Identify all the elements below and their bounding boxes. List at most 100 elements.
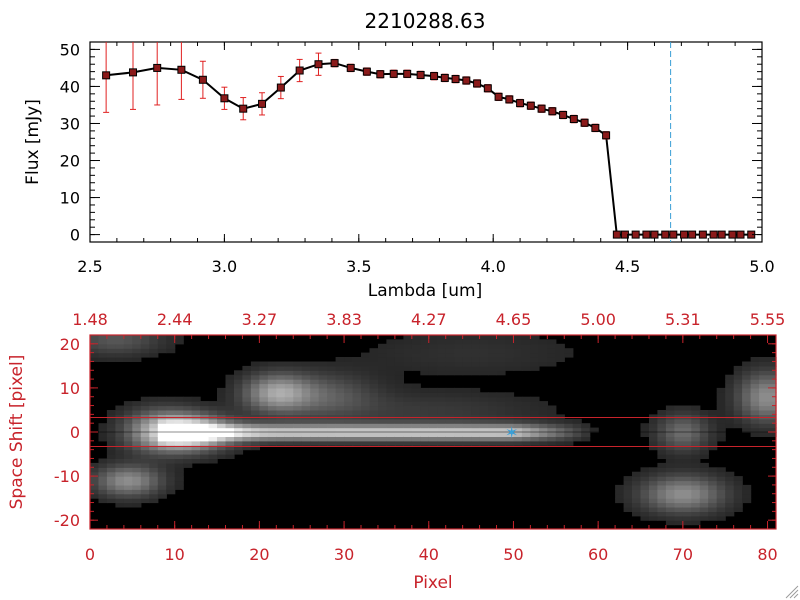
image-pixel <box>674 440 684 446</box>
image-pixel <box>394 432 404 437</box>
image-pixel <box>632 507 642 512</box>
image-pixel <box>352 383 362 389</box>
flux-point <box>680 230 689 239</box>
image-pixel <box>174 445 184 451</box>
image-pixel <box>437 343 447 349</box>
image-pixel <box>733 396 743 402</box>
image-pixel <box>149 396 159 402</box>
image-pixel <box>191 401 201 407</box>
image-pixel <box>217 418 227 424</box>
image-pixel <box>106 445 116 451</box>
image-pixel <box>98 436 108 442</box>
image-pixel <box>106 410 116 415</box>
top-tick-label: 4.27 <box>411 310 447 329</box>
image-pixel <box>496 343 506 349</box>
image-pixel <box>276 383 286 389</box>
image-pixel <box>140 401 150 407</box>
image-pixel <box>132 489 142 495</box>
image-pixel <box>767 370 777 376</box>
image-pixel <box>352 423 362 429</box>
image-pixel <box>225 396 235 402</box>
image-pixel <box>284 361 294 367</box>
image-pixel <box>301 383 311 389</box>
image-pixel <box>259 414 269 420</box>
image-pixel <box>242 427 252 433</box>
image-pixel <box>420 335 430 340</box>
image-pixel <box>166 445 176 451</box>
image-pixel <box>284 432 294 437</box>
image-pixel <box>98 343 108 349</box>
image-pixel <box>437 387 447 393</box>
image-pixel <box>106 462 116 468</box>
image-pixel <box>632 476 642 482</box>
image-pixel <box>157 423 167 429</box>
image-pixel <box>496 405 506 411</box>
image-pixel <box>725 374 735 380</box>
image-pixel <box>225 405 235 411</box>
image-pixel <box>140 436 150 442</box>
image-pixel <box>386 410 396 415</box>
image-pixel <box>361 383 371 389</box>
image-pixel <box>115 502 125 508</box>
image-pixel <box>538 423 548 429</box>
image-pixel <box>649 515 659 521</box>
image-pixel <box>767 423 777 429</box>
x-tick-label: 10 <box>165 545 185 564</box>
image-pixel <box>149 352 159 358</box>
image-pixel <box>530 401 540 407</box>
image-pixel <box>479 432 489 437</box>
image-pixel <box>149 335 159 340</box>
image-pixel <box>157 343 167 349</box>
image-pixel <box>98 489 108 495</box>
image-pixel <box>538 436 548 442</box>
image-pixel <box>538 410 548 415</box>
image-pixel <box>657 480 667 486</box>
image-pixel <box>445 352 455 358</box>
image-pixel <box>454 370 464 376</box>
image-pixel <box>665 507 675 512</box>
image-pixel <box>123 335 133 340</box>
image-pixel <box>454 440 464 446</box>
image-pixel <box>183 432 193 437</box>
image-pixel <box>674 432 684 437</box>
image-pixel <box>649 436 659 442</box>
image-pixel <box>259 440 269 446</box>
image-pixel <box>344 357 354 362</box>
image-pixel <box>445 348 455 354</box>
source-marker: ✶ <box>505 423 518 442</box>
image-pixel <box>217 405 227 411</box>
image-pixel <box>462 352 472 358</box>
image-pixel <box>665 440 675 446</box>
image-pixel <box>301 427 311 433</box>
resize-grip[interactable] <box>785 585 799 599</box>
image-pixel <box>301 387 311 393</box>
image-pixel <box>691 476 701 482</box>
image-pixel <box>225 401 235 407</box>
image-pixel <box>106 458 116 464</box>
image-pixel <box>547 418 557 424</box>
image-pixel <box>665 445 675 451</box>
image-pixel <box>140 462 150 468</box>
image-pixel <box>217 449 227 455</box>
image-pixel <box>640 423 650 429</box>
image-pixel <box>742 484 752 490</box>
image-pixel <box>547 423 557 429</box>
image-pixel <box>234 392 244 398</box>
image-pixel <box>335 374 345 380</box>
image-pixel <box>530 418 540 424</box>
image-pixel <box>479 410 489 415</box>
image-pixel <box>293 379 303 385</box>
image-pixel <box>267 410 277 415</box>
image-pixel <box>759 357 769 362</box>
spectrum-x-label: Lambda [um] <box>368 281 482 301</box>
image-pixel <box>657 449 667 455</box>
image-pixel <box>640 432 650 437</box>
image-pixel <box>657 515 667 521</box>
image-pixel <box>445 410 455 415</box>
image-pixel <box>157 348 167 354</box>
image-pixel <box>166 432 176 437</box>
image-pixel <box>250 423 260 429</box>
y-tick-label: 30 <box>60 114 80 133</box>
image-pixel <box>615 498 625 504</box>
image-pixel <box>327 418 337 424</box>
